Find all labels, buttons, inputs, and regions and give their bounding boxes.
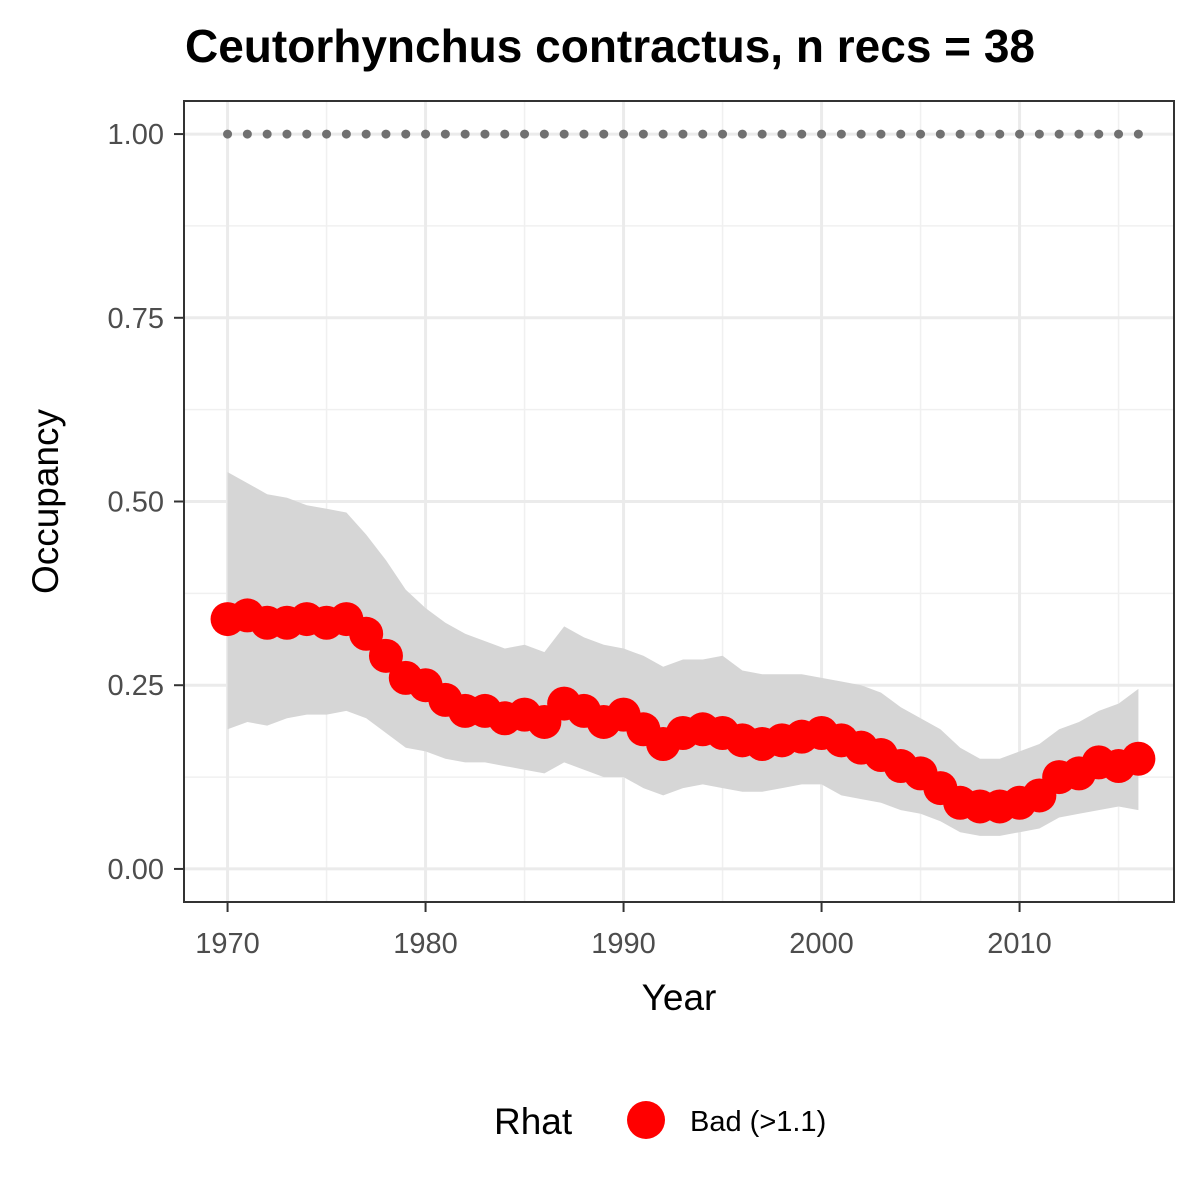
reference-point bbox=[539, 129, 549, 139]
reference-point bbox=[836, 129, 846, 139]
reference-point bbox=[242, 129, 252, 139]
reference-point bbox=[718, 129, 728, 139]
reference-point bbox=[440, 129, 450, 139]
x-tick-label: 2000 bbox=[789, 928, 854, 960]
reference-point bbox=[757, 129, 767, 139]
reference-point bbox=[916, 129, 926, 139]
chart-title: Ceutorhynchus contractus, n recs = 38 bbox=[185, 20, 1035, 72]
reference-point bbox=[777, 129, 787, 139]
occupancy-point bbox=[368, 638, 403, 673]
reference-point bbox=[302, 129, 312, 139]
reference-point bbox=[223, 129, 233, 139]
reference-point bbox=[896, 129, 906, 139]
reference-point bbox=[460, 129, 470, 139]
x-axis-title: Year bbox=[642, 977, 717, 1018]
legend-label-bad: Bad (>1.1) bbox=[690, 1106, 826, 1138]
legend-title: Rhat bbox=[494, 1101, 573, 1142]
reference-point bbox=[698, 129, 708, 139]
reference-point bbox=[1074, 129, 1084, 139]
reference-point bbox=[619, 129, 629, 139]
reference-point bbox=[559, 129, 569, 139]
occupancy-points bbox=[210, 598, 1156, 824]
reference-point bbox=[1034, 129, 1044, 139]
reference-point bbox=[856, 129, 866, 139]
reference-point bbox=[322, 129, 332, 139]
x-tick-label: 1980 bbox=[393, 928, 458, 960]
reference-point bbox=[817, 129, 827, 139]
reference-point bbox=[638, 129, 648, 139]
reference-point bbox=[401, 129, 411, 139]
reference-point bbox=[955, 129, 965, 139]
reference-point bbox=[935, 129, 945, 139]
reference-point bbox=[876, 129, 886, 139]
y-tick-label: 0.75 bbox=[108, 303, 164, 335]
x-tick-label: 1970 bbox=[195, 928, 260, 960]
reference-point bbox=[599, 129, 609, 139]
reference-point bbox=[262, 129, 272, 139]
legend-key-bad bbox=[627, 1101, 665, 1139]
reference-point bbox=[797, 129, 807, 139]
occupancy-point bbox=[1121, 741, 1156, 776]
reference-point bbox=[282, 129, 292, 139]
reference-point bbox=[1114, 129, 1124, 139]
y-axis-title: Occupancy bbox=[25, 408, 66, 594]
y-tick-label: 0.25 bbox=[108, 670, 164, 702]
reference-point bbox=[1015, 129, 1025, 139]
reference-point bbox=[1133, 129, 1143, 139]
x-axis: 1970 1980 1990 2000 2010 bbox=[195, 902, 1052, 960]
reference-points bbox=[223, 129, 1143, 139]
reference-point bbox=[658, 129, 668, 139]
y-tick-label: 0.50 bbox=[108, 487, 164, 519]
reference-point bbox=[341, 129, 351, 139]
reference-point bbox=[975, 129, 985, 139]
credible-interval-ribbon bbox=[227, 472, 1139, 836]
reference-point bbox=[737, 129, 747, 139]
reference-point bbox=[421, 129, 431, 139]
reference-point bbox=[361, 129, 371, 139]
reference-point bbox=[500, 129, 510, 139]
reference-point bbox=[480, 129, 490, 139]
x-tick-label: 2010 bbox=[987, 928, 1052, 960]
legend: Rhat Bad (>1.1) bbox=[494, 1101, 826, 1142]
reference-point bbox=[995, 129, 1005, 139]
occupancy-point bbox=[349, 616, 384, 651]
reference-point bbox=[1094, 129, 1104, 139]
reference-point bbox=[1054, 129, 1064, 139]
reference-point bbox=[520, 129, 530, 139]
y-axis: 0.00 0.25 0.50 0.75 1.00 bbox=[108, 119, 184, 886]
reference-point bbox=[381, 129, 391, 139]
y-tick-label: 0.00 bbox=[108, 854, 164, 886]
x-tick-label: 1990 bbox=[591, 928, 656, 960]
reference-point bbox=[678, 129, 688, 139]
y-tick-label: 1.00 bbox=[108, 119, 164, 151]
reference-point bbox=[579, 129, 589, 139]
